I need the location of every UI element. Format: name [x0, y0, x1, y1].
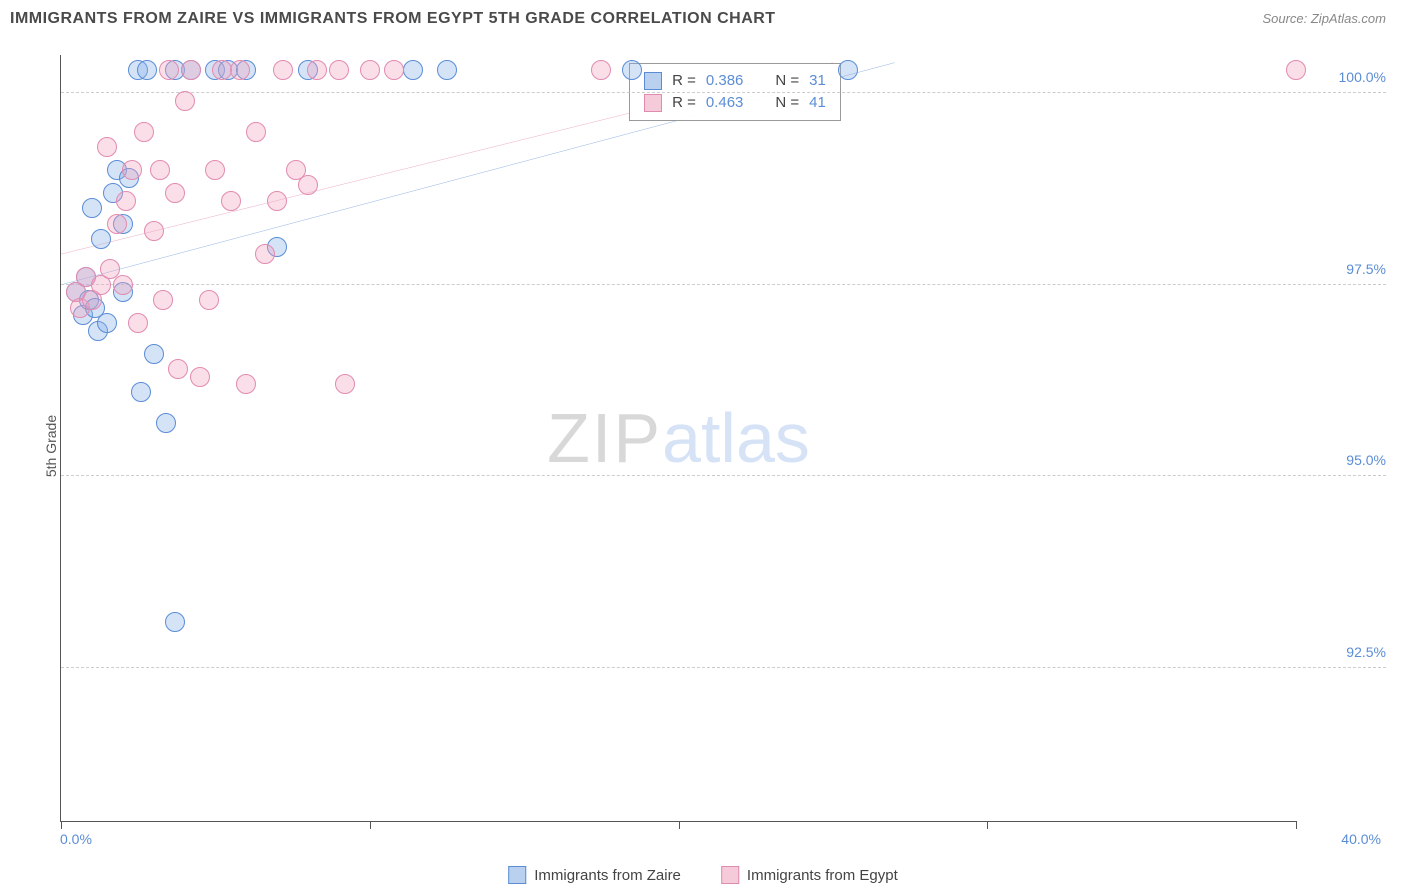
legend-n-label: N =: [775, 94, 799, 111]
data-point: [212, 60, 232, 80]
data-point: [403, 60, 423, 80]
source: Source: ZipAtlas.com: [1262, 10, 1386, 28]
source-name: ZipAtlas.com: [1311, 11, 1386, 26]
data-point: [91, 229, 111, 249]
data-point: [159, 60, 179, 80]
gridline: [61, 667, 1386, 668]
y-tick-label: 92.5%: [1306, 644, 1386, 660]
legend-n-value: 31: [809, 72, 826, 89]
data-point: [199, 290, 219, 310]
data-point: [236, 374, 256, 394]
data-point: [150, 160, 170, 180]
legend-row: R = 0.463 N = 41: [644, 92, 826, 114]
x-tick: [1296, 821, 1297, 829]
legend-row: R = 0.386 N = 31: [644, 70, 826, 92]
data-point: [175, 91, 195, 111]
y-tick-label: 100.0%: [1306, 69, 1386, 85]
data-point: [622, 60, 642, 80]
data-point: [107, 214, 127, 234]
data-point: [137, 60, 157, 80]
data-point: [335, 374, 355, 394]
data-point: [205, 160, 225, 180]
data-point: [221, 191, 241, 211]
gridline: [61, 475, 1386, 476]
data-point: [165, 612, 185, 632]
data-point: [329, 60, 349, 80]
data-point: [97, 313, 117, 333]
legend-swatch: [644, 72, 662, 90]
x-tick: [679, 821, 680, 829]
legend-r-value: 0.386: [706, 72, 744, 89]
chart-title: IMMIGRANTS FROM ZAIRE VS IMMIGRANTS FROM…: [10, 10, 776, 28]
data-point: [113, 275, 133, 295]
data-point: [181, 60, 201, 80]
data-point: [156, 413, 176, 433]
data-point: [128, 313, 148, 333]
data-point: [267, 191, 287, 211]
legend-r-label: R =: [672, 72, 696, 89]
data-point: [97, 137, 117, 157]
data-point: [131, 382, 151, 402]
data-point: [116, 191, 136, 211]
y-axis-label: 5th Grade: [43, 415, 59, 477]
y-tick-label: 95.0%: [1306, 452, 1386, 468]
x-tick: [987, 821, 988, 829]
data-point: [168, 359, 188, 379]
data-point: [1286, 60, 1306, 80]
watermark-zip: ZIP: [547, 399, 662, 477]
data-point: [190, 367, 210, 387]
source-label: Source:: [1262, 11, 1310, 26]
data-point: [360, 60, 380, 80]
bottom-legend: Immigrants from Zaire Immigrants from Egy…: [508, 866, 898, 884]
data-point: [255, 244, 275, 264]
trend-lines: [61, 55, 1296, 821]
bottom-legend-item: Immigrants from Egypt: [721, 866, 898, 884]
data-point: [437, 60, 457, 80]
data-point: [591, 60, 611, 80]
data-point: [144, 221, 164, 241]
data-point: [153, 290, 173, 310]
legend-swatch: [721, 866, 739, 884]
data-point: [230, 60, 250, 80]
legend-n-label: N =: [775, 72, 799, 89]
legend-r-label: R =: [672, 94, 696, 111]
x-tick-left: 0.0%: [60, 831, 92, 847]
data-point: [384, 60, 404, 80]
data-point: [82, 198, 102, 218]
data-point: [838, 60, 858, 80]
legend-swatch: [644, 94, 662, 112]
plot-area: ZIPatlas R =0.386N =31R =0.463N =41 92.5…: [60, 55, 1296, 822]
data-point: [307, 60, 327, 80]
x-tick: [370, 821, 371, 829]
gridline: [61, 92, 1386, 93]
chart-container: 5th Grade ZIPatlas R = 0.386 N = 31 R = 0.463…: [10, 40, 1396, 852]
legend-swatch: [508, 866, 526, 884]
data-point: [134, 122, 154, 142]
data-point: [273, 60, 293, 80]
legend-r-value: 0.463: [706, 94, 744, 111]
series-name: Immigrants from Zaire: [534, 867, 681, 884]
y-tick-label: 97.5%: [1306, 261, 1386, 277]
watermark: ZIPatlas: [547, 398, 810, 478]
series-name: Immigrants from Egypt: [747, 867, 898, 884]
watermark-atlas: atlas: [662, 399, 810, 477]
legend-n-value: 41: [809, 94, 826, 111]
gridline: [61, 284, 1386, 285]
bottom-legend-item: Immigrants from Zaire: [508, 866, 681, 884]
data-point: [298, 175, 318, 195]
x-tick-right: 40.0%: [1341, 831, 1381, 847]
data-point: [122, 160, 142, 180]
data-point: [246, 122, 266, 142]
x-tick: [61, 821, 62, 829]
data-point: [165, 183, 185, 203]
data-point: [144, 344, 164, 364]
